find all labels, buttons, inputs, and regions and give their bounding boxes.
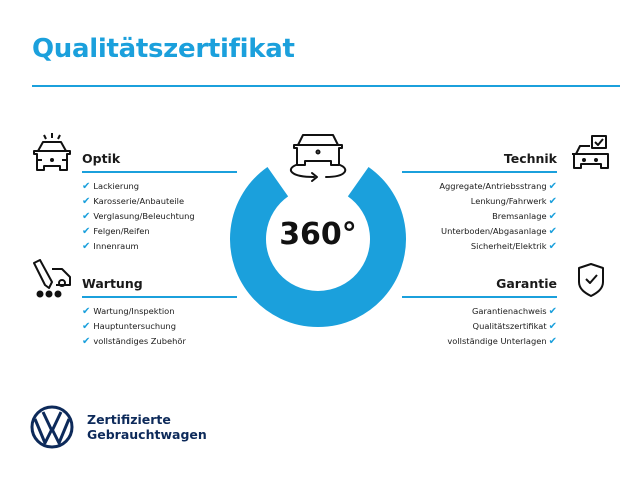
list-item: Bremsanlage ✔ — [492, 211, 557, 222]
car-rotate-icon — [289, 134, 347, 182]
check-icon: ✔ — [82, 196, 91, 207]
page-title: Qualitätszertifikat — [32, 34, 295, 64]
maintenance-icon — [33, 259, 71, 298]
check-icon: ✔ — [82, 241, 91, 252]
check-icon: ✔ — [82, 306, 91, 317]
list-item: Aggregate/Antriebsstrang ✔ — [439, 181, 557, 192]
section-divider — [82, 171, 237, 173]
section-heading: Garantie — [496, 276, 557, 291]
section-divider — [82, 296, 237, 298]
check-icon: ✔ — [82, 336, 91, 347]
list-item: ✔ Hauptuntersuchung — [82, 321, 176, 332]
check-icon: ✔ — [82, 211, 91, 222]
section-optik: Optik ✔ Lackierung ✔ Karosserie/Anbauteile… — [82, 151, 237, 254]
section-heading: Wartung — [82, 276, 143, 291]
title-divider — [32, 85, 620, 87]
check-icon: ✔ — [548, 196, 557, 207]
list-item: ✔ Felgen/Reifen — [82, 226, 150, 237]
brand-line-2: Gebrauchtwagen — [87, 427, 207, 442]
section-heading: Optik — [82, 151, 121, 166]
brand-line-1: Zertifizierte — [87, 412, 171, 427]
check-icon: ✔ — [82, 321, 91, 332]
ring-arc — [230, 166, 406, 327]
center-number: 360° — [279, 217, 357, 252]
check-icon: ✔ — [82, 226, 91, 237]
list-item: ✔ Innenraum — [82, 241, 139, 252]
list-item: ✔ Lackierung — [82, 181, 140, 192]
shield-check-icon — [578, 263, 604, 297]
check-icon: ✔ — [548, 241, 557, 252]
car-check-icon — [572, 135, 609, 169]
list-item: Lenkung/Fahrwerk ✔ — [470, 196, 557, 207]
section-garantie: Garantie Garantienachweis ✔ Qualitätszert… — [402, 276, 557, 349]
section-divider — [402, 296, 557, 298]
check-icon: ✔ — [82, 181, 91, 192]
list-item: Sicherheit/Elektrik ✔ — [470, 241, 557, 252]
check-icon: ✔ — [548, 211, 557, 222]
check-icon: ✔ — [548, 306, 557, 317]
section-technik: Technik Aggregate/Antriebsstrang ✔ Lenkun… — [402, 151, 557, 254]
check-icon: ✔ — [548, 226, 557, 237]
list-item: Unterboden/Abgasanlage ✔ — [441, 226, 557, 237]
check-icon: ✔ — [548, 336, 557, 347]
brand-text: Zertifizierte Gebrauchtwagen — [87, 412, 207, 442]
vw-logo — [30, 405, 74, 449]
list-item: Garantienachweis ✔ — [471, 306, 557, 317]
car-lights-icon — [33, 133, 71, 171]
list-item: ✔ vollständiges Zubehör — [82, 336, 186, 347]
list-item: ✔ Verglasung/Beleuchtung — [82, 211, 195, 222]
list-item: ✔ Wartung/Inspektion — [82, 306, 175, 317]
brand-block: Zertifizierte Gebrauchtwagen — [30, 405, 207, 449]
section-divider — [402, 171, 557, 173]
check-icon: ✔ — [548, 181, 557, 192]
section-wartung: Wartung ✔ Wartung/Inspektion ✔ Hauptunters… — [82, 276, 237, 349]
list-item: Qualitätszertifikat ✔ — [472, 321, 557, 332]
list-item: ✔ Karosserie/Anbauteile — [82, 196, 185, 207]
section-heading: Technik — [503, 151, 557, 166]
list-item: vollständige Unterlagen ✔ — [447, 336, 557, 347]
check-icon: ✔ — [548, 321, 557, 332]
